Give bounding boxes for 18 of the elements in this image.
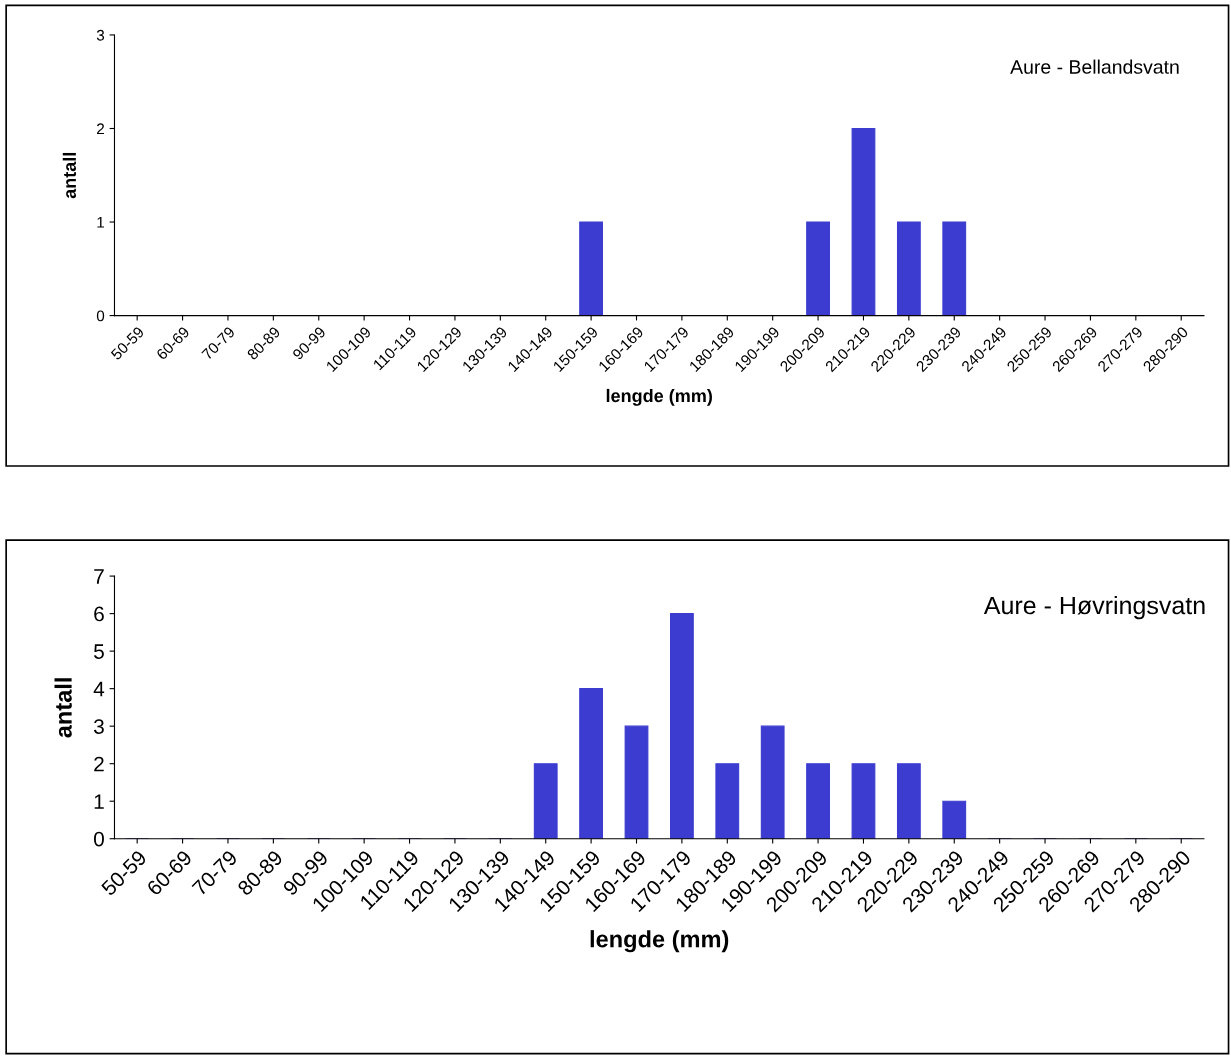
y-axis-title: antall bbox=[62, 152, 77, 199]
y-tick-label: 5 bbox=[94, 644, 104, 659]
annotation: Aure - Bellandsvatn bbox=[1010, 59, 1179, 74]
y-tick-label: 6 bbox=[94, 606, 104, 622]
x-axis-title: lengde (mm) bbox=[606, 388, 712, 406]
y-tick-label: 7 bbox=[94, 569, 104, 584]
y-tick-label: 1 bbox=[94, 794, 104, 809]
y-tick-label: 2 bbox=[94, 756, 104, 772]
y-tick-label: 0 bbox=[96, 310, 105, 322]
y-tick-label: 1 bbox=[97, 217, 105, 228]
annotation: Aure - Høvringsvatn bbox=[983, 595, 1205, 620]
y-tick-label: 0 bbox=[93, 831, 104, 847]
y-tick-label: 3 bbox=[96, 29, 105, 41]
y-tick-label: 3 bbox=[93, 719, 104, 734]
y-tick-label: 2 bbox=[97, 123, 104, 135]
y-axis-title: antall bbox=[54, 678, 72, 738]
y-tick-label: 4 bbox=[93, 681, 105, 697]
x-axis-title: lengde (mm) bbox=[590, 930, 729, 953]
